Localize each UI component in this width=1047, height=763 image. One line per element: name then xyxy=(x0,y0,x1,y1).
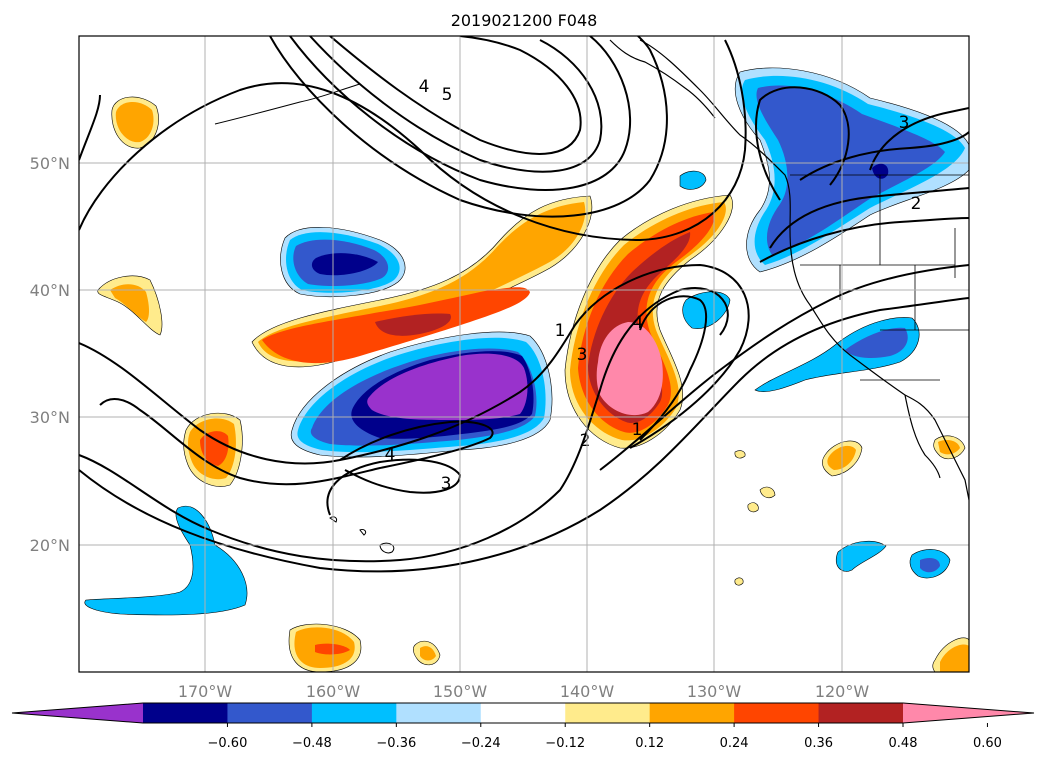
colorbar-tick-label: 0.12 xyxy=(635,736,664,751)
colorbar-tick-label: 0.60 xyxy=(973,736,1002,751)
colorbar-swatch xyxy=(734,703,820,723)
colorbar-swatch xyxy=(818,703,904,723)
negative-area-southwest-max xyxy=(367,353,528,420)
lat-label: 40°N xyxy=(30,281,70,300)
lon-label: 170°W xyxy=(178,682,233,701)
contour-labels: 5 4 3 2 1 4 3 2 1 4 3 xyxy=(385,77,922,494)
colorbar-swatch xyxy=(565,703,651,723)
negative-area-west-long xyxy=(84,506,248,616)
colorbar-extension-max xyxy=(903,703,1034,723)
colorbar-swatch xyxy=(227,703,313,723)
contour-lines xyxy=(79,36,969,573)
colorbar-tick-label: −0.60 xyxy=(208,736,248,751)
lat-label: 30°N xyxy=(30,408,70,427)
lon-label: 160°W xyxy=(306,682,361,701)
colorbar-tick-label: −0.36 xyxy=(376,736,416,751)
lat-label: 50°N xyxy=(30,154,70,173)
contour-label: 3 xyxy=(899,113,910,133)
contour-2-west xyxy=(99,398,494,486)
contour-label: 1 xyxy=(555,321,566,341)
colorbar: −0.60 −0.48 −0.36 −0.24 −0.12 0.12 0.24 0.36 0.4… xyxy=(11,702,1035,751)
contour-ridge-5 xyxy=(79,39,747,242)
latitude-labels: 50°N 40°N 30°N 20°N xyxy=(30,154,70,555)
gridlines xyxy=(79,36,969,672)
negative-area-gulf xyxy=(679,170,707,190)
colorbar-tick-label: 0.36 xyxy=(804,736,833,751)
contour-label: 2 xyxy=(580,431,591,451)
contour-label: 3 xyxy=(441,474,452,494)
border-states xyxy=(800,175,969,381)
coastline-alaska xyxy=(609,39,716,119)
contour-label: 4 xyxy=(419,77,430,97)
contour-label: 1 xyxy=(632,420,643,440)
positive-area-cutoff-max xyxy=(596,322,663,416)
colorbar-swatch xyxy=(143,703,228,723)
colorbar-swatch xyxy=(311,703,397,723)
negative-area-south-small xyxy=(835,540,887,572)
contour-ridge-1 xyxy=(329,36,582,155)
colorbar-outline xyxy=(11,702,1035,724)
colorbar-tick-label: −0.48 xyxy=(292,736,332,751)
contour-ridge-2 xyxy=(309,36,603,173)
lon-label: 130°W xyxy=(687,682,742,701)
contour-4-cutoff xyxy=(639,295,708,441)
colorbar-tick-label: 0.48 xyxy=(889,736,918,751)
contour-east-2 xyxy=(759,217,969,263)
anomaly-shading xyxy=(84,67,969,672)
longitude-labels: 170°W 160°W 150°W 140°W 130°W 120°W xyxy=(178,682,870,701)
contour-1-west xyxy=(79,263,750,465)
map-title: 2019021200 F048 xyxy=(451,11,598,30)
contour-ridge-3 xyxy=(289,36,632,191)
lat-label: 20°N xyxy=(30,536,70,555)
contour-east-4 xyxy=(799,131,969,181)
coastline-north-america xyxy=(639,39,969,501)
colorbar-tick-label: −0.12 xyxy=(545,736,585,751)
colorbar-tick-label: 0.24 xyxy=(720,736,749,751)
contour-label: 5 xyxy=(442,85,453,105)
contour-east-5 xyxy=(869,107,969,171)
colorbar-swatch xyxy=(480,703,566,723)
negative-area-northeast-core xyxy=(756,85,945,255)
map-frame xyxy=(78,35,970,673)
lon-label: 140°W xyxy=(560,682,615,701)
contour-large-south xyxy=(79,297,969,573)
coastline-baja xyxy=(904,394,941,479)
map-content: 5 4 3 2 1 4 3 2 1 4 3 xyxy=(79,36,969,672)
colorbar-tick-label: −0.24 xyxy=(461,736,501,751)
contour-label: 2 xyxy=(911,194,922,214)
contour-west-edge xyxy=(79,94,101,161)
contour-ridge-4 xyxy=(269,36,668,218)
colorbar-swatch xyxy=(649,703,735,723)
contour-label: 3 xyxy=(577,345,588,365)
contour-label: 4 xyxy=(385,445,396,465)
aleutians xyxy=(214,83,361,125)
colorbar-swatch xyxy=(396,703,482,723)
colorbar-extension-min xyxy=(12,703,143,723)
contour-east-1 xyxy=(599,264,969,471)
contour-3-west xyxy=(79,287,729,563)
lon-label: 150°W xyxy=(433,682,488,701)
contour-label: 4 xyxy=(633,313,644,333)
hawaii xyxy=(329,516,395,554)
lon-label: 120°W xyxy=(815,682,870,701)
contour-pnw-loop xyxy=(755,86,850,201)
coastlines xyxy=(214,39,969,554)
